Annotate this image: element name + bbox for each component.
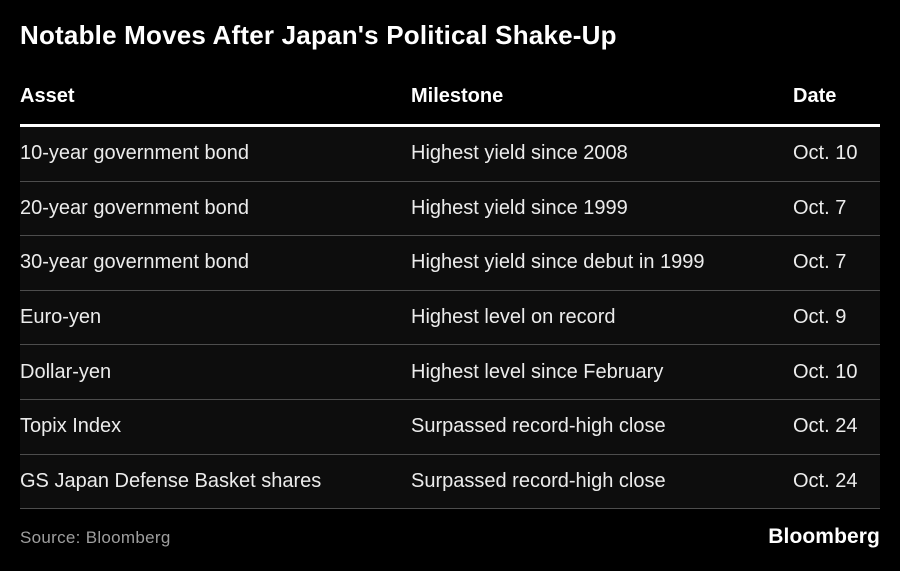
date-cell: Oct. 24 (793, 469, 858, 492)
source-attribution: Source: Bloomberg (20, 528, 171, 548)
asset-cell: GS Japan Defense Basket shares (20, 469, 322, 492)
date-cell: Oct. 9 (793, 306, 847, 329)
date-cell: Oct. 7 (793, 196, 847, 219)
asset-cell: Topix Index (20, 415, 122, 438)
milestone-cell: Highest level on record (411, 306, 616, 329)
date-cell: Oct. 24 (793, 415, 858, 438)
table-header-row: Asset Milestone Date (20, 85, 880, 127)
asset-cell: 20-year government bond (20, 196, 250, 219)
milestone-cell: Surpassed record-high close (411, 415, 666, 438)
table-row: GS Japan Defense Basket shares Surpassed … (20, 454, 880, 510)
milestone-cell: Highest yield since 2008 (411, 142, 628, 165)
page-title: Notable Moves After Japan's Political Sh… (20, 20, 617, 50)
footer: Source: Bloomberg Bloomberg (20, 525, 880, 549)
milestone-cell: Highest level since February (411, 360, 664, 383)
bloomberg-logo: Bloomberg (768, 525, 880, 549)
asset-cell: 30-year government bond (20, 251, 250, 274)
table-graphic: Notable Moves After Japan's Political Sh… (20, 20, 880, 549)
column-header-milestone: Milestone (411, 85, 504, 107)
date-cell: Oct. 7 (793, 251, 847, 274)
table-row: Dollar-yen Highest level since February Oc… (20, 345, 880, 400)
table-row: 10-year government bond Highest yield sin… (20, 127, 880, 182)
milestone-cell: Surpassed record-high close (411, 469, 666, 492)
table-row: Topix Index Surpassed record-high close Oc… (20, 399, 880, 455)
table-body: 10-year government bond Highest yield sin… (20, 127, 880, 510)
column-header-date: Date (793, 85, 837, 107)
asset-cell: Dollar-yen (20, 360, 112, 383)
date-cell: Oct. 10 (793, 360, 858, 383)
asset-cell: Euro-yen (20, 306, 102, 329)
table-row: 20-year government bond Highest yield sin… (20, 181, 880, 237)
table-row: Euro-yen Highest level on record Oct. 9 (20, 290, 880, 346)
date-cell: Oct. 10 (793, 142, 858, 165)
asset-cell: 10-year government bond (20, 142, 250, 165)
milestone-cell: Highest yield since 1999 (411, 196, 628, 219)
milestone-cell: Highest yield since debut in 1999 (411, 251, 705, 274)
column-header-asset: Asset (20, 85, 75, 107)
table-row: 30-year government bond Highest yield sin… (20, 236, 880, 291)
